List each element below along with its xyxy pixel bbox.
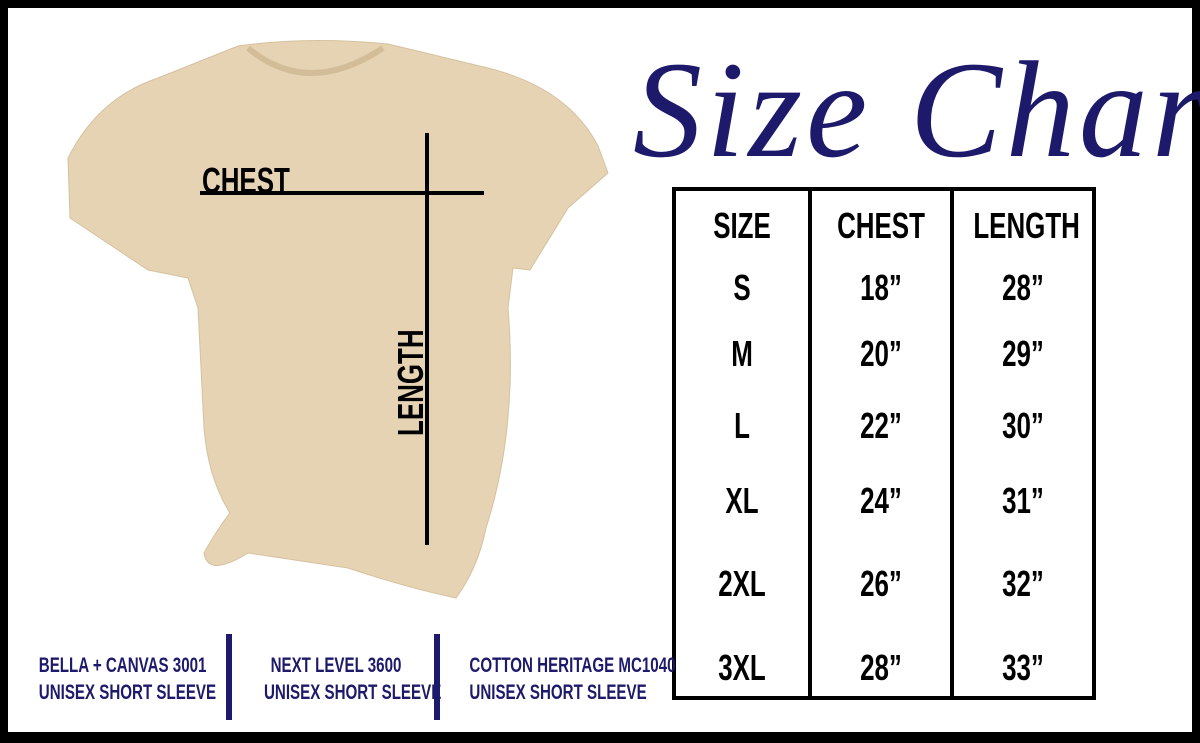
chest-measure-line <box>200 191 484 195</box>
footer-divider <box>434 634 440 720</box>
cell: 29” <box>1002 333 1044 374</box>
cell: 28” <box>860 647 902 688</box>
tshirt-collar <box>246 45 385 76</box>
cell: 33” <box>1002 647 1044 688</box>
cell: 22” <box>860 405 902 446</box>
size-chart-image: CHEST LENGTH Size Chart SIZE S M L XL 2X… <box>8 8 1200 732</box>
brand-line2: UNISEX SHORT SLEEVE <box>38 681 217 704</box>
tshirt-body <box>67 39 609 599</box>
brand-bella-canvas: BELLA + CANVAS 3001 UNISEX SHORT SLEEVE <box>8 652 228 706</box>
cell: 3XL <box>718 647 766 688</box>
brand-line2: UNISEX SHORT SLEEVE <box>469 681 647 704</box>
brand-next-level: NEXT LEVEL 3600 UNISEX SHORT SLEEVE <box>236 652 442 706</box>
size-column: SIZE S M L XL 2XL 3XL <box>676 191 812 696</box>
brand-line1: NEXT LEVEL 3600 <box>270 654 402 677</box>
cell: M <box>731 333 753 374</box>
cell: 26” <box>860 563 902 604</box>
chest-column: CHEST 18” 20” 22” 24” 26” 28” <box>812 191 954 696</box>
cell: 32” <box>1002 563 1044 604</box>
cell: 24” <box>860 480 902 521</box>
brand-line2: UNISEX SHORT SLEEVE <box>264 681 442 704</box>
brand-cotton-heritage: COTTON HERITAGE MC1040 UNISEX SHORT SLEE… <box>440 652 676 706</box>
cell: 20” <box>860 333 902 374</box>
size-table: SIZE S M L XL 2XL 3XL CHEST 18” 20” 22” … <box>672 187 1096 700</box>
header-length: LENGTH <box>973 205 1080 246</box>
cell: 18” <box>860 267 902 308</box>
length-column: LENGTH 28” 29” 30” 31” 32” 33” <box>954 191 1092 696</box>
cell: L <box>734 405 750 446</box>
cell: 2XL <box>718 563 766 604</box>
footer-divider <box>226 634 232 720</box>
tshirt-illustration <box>67 39 609 599</box>
header-size: SIZE <box>713 205 771 246</box>
chest-label: CHEST <box>202 160 290 201</box>
cell: S <box>733 267 751 308</box>
cell: 28” <box>1002 267 1044 308</box>
header-chest: CHEST <box>837 205 925 246</box>
cell: 30” <box>1002 405 1044 446</box>
length-measure-line <box>425 133 429 545</box>
brand-line1: BELLA + CANVAS 3001 <box>38 654 207 677</box>
brand-line1: COTTON HERITAGE MC1040 <box>469 654 676 677</box>
length-label: LENGTH <box>390 329 431 436</box>
page-title: Size Chart <box>633 33 1200 186</box>
cell: 31” <box>1002 480 1044 521</box>
cell: XL <box>725 480 759 521</box>
